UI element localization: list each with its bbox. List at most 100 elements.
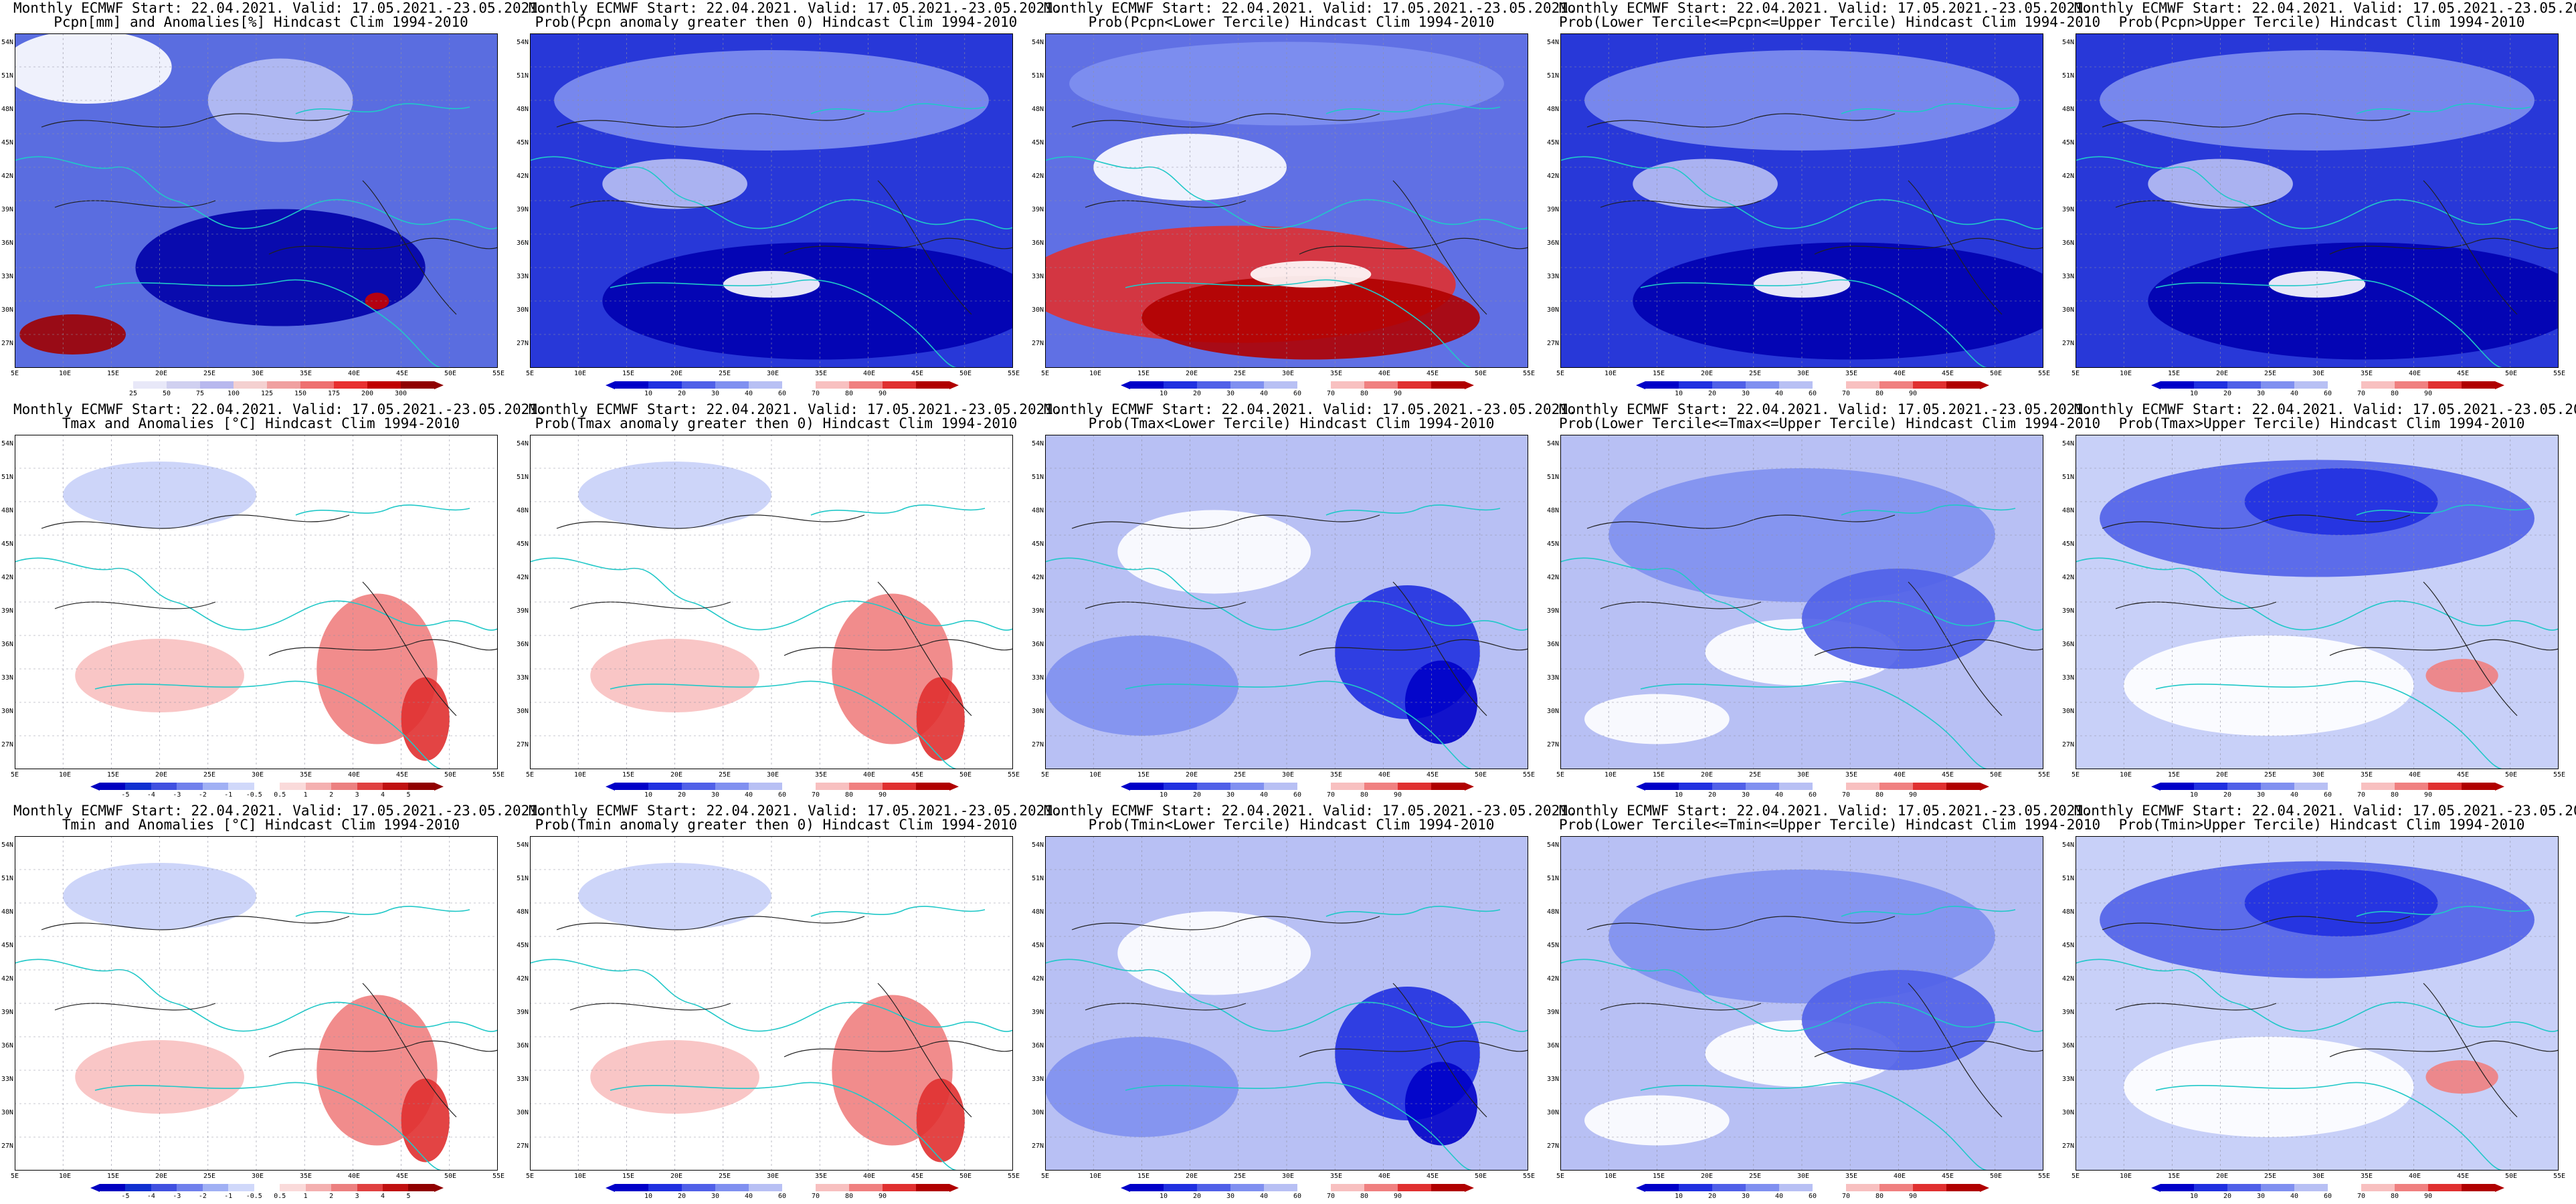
colorbar-segment <box>367 381 401 389</box>
contour-lines <box>41 113 498 315</box>
map-canvas <box>15 33 498 368</box>
colorbar-segment <box>2428 783 2462 790</box>
lat-label: 48N <box>1 507 14 514</box>
lon-label: 30E <box>252 370 264 377</box>
colorbar-segment <box>1164 1184 1197 1191</box>
colorbar-tick-label: 60 <box>777 390 787 397</box>
lon-label: 25E <box>1749 771 1762 779</box>
colorbar-segment <box>2361 1184 2395 1191</box>
lat-label: 45N <box>2062 942 2075 949</box>
lon-label: 15E <box>1653 1173 1665 1180</box>
colorbar-tick-label: 80 <box>1360 1193 1369 1200</box>
colorbar-tick-label: 40 <box>744 390 753 397</box>
lon-label: 40E <box>1894 1173 1906 1180</box>
colorbar-tick-label: 70 <box>811 791 820 799</box>
colorbar-tick-label: 70 <box>2357 791 2366 799</box>
lat-label: 45N <box>1 139 14 146</box>
lat-label: 36N <box>1032 1042 1044 1049</box>
lat-label: 45N <box>1032 139 1044 146</box>
lon-label: 10E <box>2120 771 2132 779</box>
lat-label: 30N <box>1032 708 1044 715</box>
colorbar-tick-label: 40 <box>744 791 753 799</box>
colorbar-tick-label: 80 <box>844 1193 854 1200</box>
lat-label: 30N <box>517 708 529 715</box>
lat-label: 39N <box>1 206 14 213</box>
colorbar-tick-label: 10 <box>644 390 653 397</box>
lat-label: 36N <box>1547 641 1560 648</box>
lat-label: 51N <box>2062 875 2075 882</box>
colorbar-segment <box>2328 783 2361 790</box>
map-panel-tmax-prob-gt0: Monthly ECMWF Start: 22.04.2021. Valid: … <box>515 401 1062 803</box>
lat-label: 39N <box>517 206 529 213</box>
colorbar-tick-label: 20 <box>677 1193 686 1200</box>
lon-label: 30E <box>1797 370 1810 377</box>
lat-label: 45N <box>2062 139 2075 146</box>
colorbar-segment <box>1130 1184 1164 1191</box>
lat-label: 36N <box>2062 239 2075 247</box>
colorbar-segment <box>849 1184 883 1191</box>
lat-label: 48N <box>1032 507 1044 514</box>
lon-label: 15E <box>107 771 120 779</box>
colorbar-tick-label: 70 <box>1841 390 1851 397</box>
colorbar-segment <box>2261 1184 2294 1191</box>
colorbar-segment <box>1679 783 1712 790</box>
lon-label: 50E <box>2505 370 2518 377</box>
panel-title-line2: Prob(Tmax<Lower Tercile) Hindcast Clim 1… <box>1088 415 1495 431</box>
colorbar-tick-label: 30 <box>2256 1193 2266 1200</box>
colorbar-tick-label: 10 <box>2189 791 2199 799</box>
coastline <box>1560 504 2043 769</box>
panel-title-line2: Pcpn[mm] and Anomalies[%] Hindcast Clim … <box>54 14 468 30</box>
colorbar-segment <box>125 783 151 790</box>
map-canvas <box>1045 33 1528 368</box>
colorbar-segment <box>382 1184 409 1191</box>
lat-label: 54N <box>517 39 529 46</box>
colorbar-tick-label: 30 <box>2256 791 2266 799</box>
colorbar-segment <box>749 783 782 790</box>
lon-label: 50E <box>959 1173 972 1180</box>
lat-label: 30N <box>2062 708 2075 715</box>
colorbar-segment <box>2294 783 2328 790</box>
colorbar-segment <box>782 1184 816 1191</box>
lat-label: 54N <box>1547 440 1560 447</box>
panel-title-line2: Tmin and Anomalies [°C] Hindcast Clim 19… <box>62 817 460 833</box>
colorbar <box>2151 381 2504 389</box>
colorbar-segment <box>2395 783 2428 790</box>
lon-label: 50E <box>2505 771 2518 779</box>
colorbar-segment <box>715 1184 749 1191</box>
colorbar-segment <box>1331 1184 1364 1191</box>
lat-label: 42N <box>2062 173 2075 180</box>
colorbar-tick-label: 90 <box>1393 1193 1402 1200</box>
colorbar-segment <box>401 381 434 389</box>
colorbar-segment <box>280 783 306 790</box>
coastline <box>15 906 498 1171</box>
colorbar-tick-label: 40 <box>1774 1193 1784 1200</box>
lat-label: 48N <box>1032 908 1044 916</box>
lon-label: 25E <box>2264 771 2277 779</box>
colorbar-tick-label: 60 <box>2323 1193 2332 1200</box>
map-panel-tmin-prob-upper: Monthly ECMWF Start: 22.04.2021. Valid: … <box>2061 803 2576 1204</box>
colorbar-segment <box>1297 783 1331 790</box>
lon-label: 30E <box>1282 771 1295 779</box>
shaded-region <box>1584 1095 1730 1146</box>
lon-label: 25E <box>203 771 216 779</box>
lon-label: 10E <box>1089 771 1102 779</box>
lat-label: 30N <box>1547 708 1560 715</box>
map-canvas <box>15 435 498 769</box>
colorbar-tick-label: 75 <box>195 390 205 397</box>
map-canvas <box>1045 435 1528 769</box>
colorbar-segment <box>816 1184 849 1191</box>
colorbar-segment <box>2361 381 2395 389</box>
lat-label: 54N <box>1 841 14 849</box>
colorbar-segment <box>2462 783 2495 790</box>
colorbar-min-arrow <box>606 1184 615 1192</box>
lat-label: 54N <box>1 39 14 46</box>
colorbar-tick-label: 60 <box>2323 791 2332 799</box>
colorbar-tick-label: 90 <box>2423 1193 2433 1200</box>
contour-lines <box>556 916 1013 1118</box>
lon-label: 35E <box>300 1173 312 1180</box>
colorbar-segment <box>1431 783 1465 790</box>
coastline <box>15 504 498 769</box>
colorbar-tick-label: 150 <box>294 390 307 397</box>
colorbar <box>1121 1184 1474 1192</box>
lat-label: 36N <box>1547 239 1560 247</box>
